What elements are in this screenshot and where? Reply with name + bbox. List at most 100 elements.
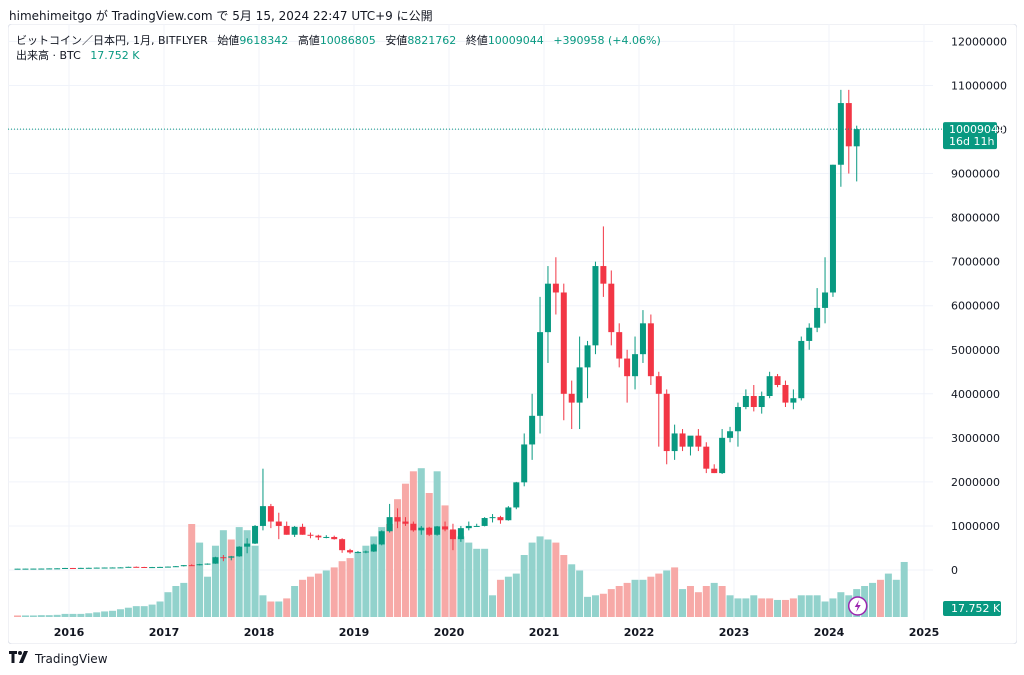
- candle-body: [544, 283, 551, 333]
- footer: TradingView: [9, 651, 108, 667]
- candle: [418, 525, 425, 535]
- volume-bar: [829, 598, 837, 617]
- volume-bar: [797, 595, 805, 617]
- time-tick-label: 2021: [529, 626, 560, 639]
- volume-bar: [465, 542, 473, 617]
- publish-suffix: に公開: [396, 9, 433, 23]
- high-label: 高値: [297, 34, 320, 47]
- candle-body: [663, 393, 670, 452]
- candle: [362, 550, 369, 554]
- grid-lines: [8, 24, 933, 620]
- time-tick-label: 2016: [54, 626, 85, 639]
- volume-bar: [409, 471, 417, 617]
- candle: [386, 503, 393, 533]
- candle-body: [647, 323, 654, 377]
- tradingview-logo-icon[interactable]: [9, 651, 29, 667]
- candle-body: [141, 567, 148, 569]
- volume-bar: [623, 582, 631, 617]
- candle-body: [267, 506, 274, 522]
- candle-body: [188, 565, 195, 567]
- candle: [38, 568, 45, 570]
- volume-bar: [386, 524, 394, 617]
- volume-bar: [267, 601, 275, 617]
- candle: [568, 380, 575, 430]
- price-chart[interactable]: 0 1000000 2000000 3000000 4000000 5000000 6000…: [7, 23, 1018, 645]
- volume-bar: [21, 615, 29, 617]
- volume-bar: [29, 615, 37, 617]
- candle-body: [822, 292, 829, 308]
- close-label: 終値: [465, 34, 488, 47]
- candle: [473, 523, 480, 527]
- candle: [212, 556, 219, 564]
- price-tick-label: 2000000: [951, 476, 1000, 489]
- candle-body: [307, 534, 314, 536]
- volume-bar: [750, 595, 758, 617]
- volume-label[interactable]: 出来高 · BTC: [16, 49, 81, 62]
- candle: [758, 391, 765, 414]
- volume-bar: [489, 595, 497, 617]
- candle: [837, 89, 844, 187]
- candle: [750, 384, 757, 412]
- volume-badge-text: 17.752 K: [951, 602, 1001, 615]
- volume-bar: [322, 570, 330, 617]
- candle-body: [62, 567, 69, 569]
- volume-bar: [781, 599, 789, 617]
- time-axis[interactable]: 2016 2017 2018 2019 2020 2021 2022 2023 2024 2025: [54, 626, 940, 639]
- time-tick-label: 2024: [814, 626, 845, 639]
- price-axis[interactable]: 0 1000000 2000000 3000000 4000000 5000000 6000…: [951, 35, 1007, 577]
- low-label: 安値: [385, 34, 408, 47]
- candle-body: [806, 327, 813, 341]
- candle: [109, 567, 116, 569]
- volume-bar: [591, 595, 599, 617]
- volume-bar: [180, 582, 188, 617]
- candle: [814, 288, 821, 333]
- volume-bar: [544, 539, 552, 617]
- publish-de: で: [216, 9, 229, 23]
- candle: [695, 429, 702, 452]
- candle: [69, 567, 76, 569]
- volume-bar: [734, 598, 742, 617]
- candle-body: [291, 526, 298, 535]
- candle: [149, 566, 156, 569]
- volume-bar: [504, 576, 512, 617]
- candle: [133, 566, 140, 568]
- candle-body: [426, 527, 433, 535]
- volume-bar: [615, 586, 623, 617]
- candle: [853, 125, 860, 182]
- volume-badge: [943, 601, 1001, 616]
- candle-body: [774, 376, 781, 385]
- publish-datetime: 5月 15, 2024 22:47 UTC+9: [232, 9, 393, 23]
- volume-bar: [639, 579, 647, 617]
- time-tick-label: 2017: [149, 626, 180, 639]
- volume-bar: [346, 558, 354, 617]
- candle-body: [529, 415, 536, 445]
- candle-body: [837, 103, 844, 165]
- volume-bar: [805, 595, 813, 617]
- volume-bar: [876, 579, 884, 617]
- volume-bar: [37, 615, 45, 617]
- candle: [711, 464, 718, 474]
- candle: [54, 568, 61, 570]
- candle: [275, 512, 282, 540]
- footer-brand[interactable]: TradingView: [35, 652, 108, 666]
- candle: [410, 521, 417, 532]
- candle: [402, 517, 409, 526]
- volume-bar: [275, 601, 283, 617]
- lightning-bolt: [854, 600, 861, 612]
- volume-bar: [536, 536, 544, 617]
- volume-bar: [196, 542, 204, 617]
- volume-bar: [219, 530, 227, 617]
- candle-body: [362, 551, 369, 553]
- candle: [220, 555, 227, 562]
- time-tick-label: 2023: [719, 626, 750, 639]
- candle-body: [798, 340, 805, 399]
- symbol-legend: ビットコイン／日本円, 1月, BITFLYER 始値9618342 高値100…: [16, 32, 661, 48]
- volume-bar: [243, 530, 251, 617]
- volume-bar: [425, 493, 433, 617]
- candle: [513, 481, 520, 510]
- candle: [766, 371, 773, 399]
- candle: [196, 563, 203, 566]
- symbol-name[interactable]: ビットコイン／日本円, 1月, BITFLYER: [16, 34, 208, 47]
- volume-bar: [671, 567, 679, 617]
- candle: [465, 521, 472, 531]
